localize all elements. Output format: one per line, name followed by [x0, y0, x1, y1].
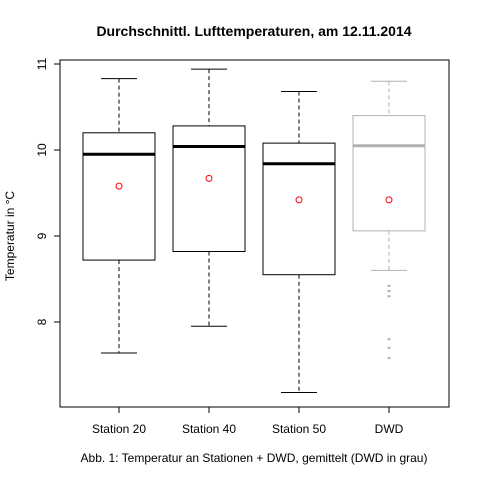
y-axis: 8 9 10 11 [35, 57, 60, 325]
mean-marker [295, 196, 303, 204]
y-axis-label: Temperatur in °C [3, 191, 17, 281]
box-iqr [82, 132, 156, 261]
x-tick-label: Station 20 [92, 422, 146, 436]
mean-marker [205, 174, 213, 182]
mean-marker [385, 196, 393, 204]
plot-frame [59, 59, 450, 408]
chart-title: Durchschnittl. Lufttemperaturen, am 12.1… [96, 23, 411, 39]
box-iqr [352, 115, 426, 232]
y-tick-label-9: 9 [35, 232, 49, 239]
box-station-50 [262, 91, 336, 394]
x-tick-label: Station 40 [182, 422, 236, 436]
y-tick-label-11: 11 [35, 57, 49, 70]
plot-area [59, 59, 450, 408]
box-dwd [352, 80, 426, 360]
mean-marker [115, 182, 123, 190]
box-station-40 [172, 68, 246, 327]
y-tick-label-8: 8 [35, 318, 49, 325]
x-tick-label: Station 50 [272, 422, 326, 436]
box-station-20 [82, 78, 156, 354]
x-axis: Station 20 Station 40 Station 50 DWD [92, 407, 404, 436]
x-tick-label: DWD [375, 422, 404, 436]
y-tick-label-10: 10 [35, 143, 49, 157]
box-iqr [172, 125, 246, 252]
figure-caption: Abb. 1: Temperatur an Stationen + DWD, g… [81, 451, 428, 465]
